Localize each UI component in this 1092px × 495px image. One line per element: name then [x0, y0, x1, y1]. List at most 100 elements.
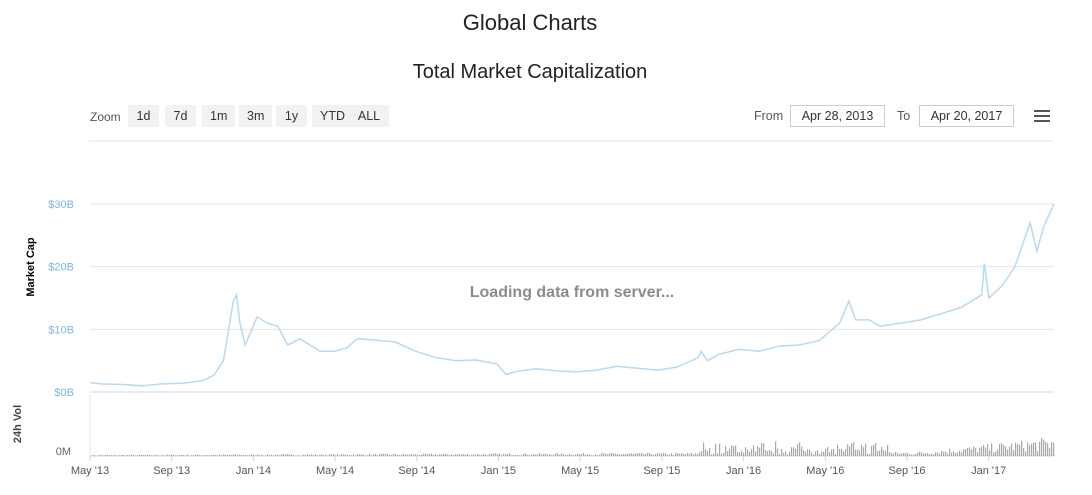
volume-bar: [773, 453, 775, 456]
volume-bar: [671, 453, 673, 456]
volume-bar: [1019, 445, 1021, 456]
volume-bar: [257, 454, 259, 456]
volume-bar: [725, 445, 727, 456]
volume-bar: [115, 454, 117, 456]
volume-bar: [735, 445, 737, 456]
volume-bar: [227, 454, 229, 456]
volume-bar: [329, 454, 331, 456]
to-label: To: [897, 109, 911, 123]
volume-bar: [431, 453, 433, 456]
volume-bar: [993, 452, 995, 456]
volume-bar: [425, 453, 427, 456]
volume-bar: [341, 453, 343, 456]
chart-menu-icon[interactable]: [1034, 110, 1050, 124]
volume-bar: [731, 445, 733, 456]
from-date-input[interactable]: Apr 28, 2013: [790, 105, 885, 127]
volume-bar: [945, 451, 947, 456]
volume-bar: [693, 454, 695, 456]
zoom-1d-button[interactable]: 1d: [128, 105, 159, 127]
volume-bar: [969, 447, 971, 456]
volume-bar: [225, 454, 227, 456]
y-tick-label: $20B: [48, 262, 74, 274]
volume-bar: [397, 454, 399, 456]
zoom-7d-button[interactable]: 7d: [165, 105, 196, 127]
volume-bar: [277, 454, 279, 456]
volume-bar: [407, 454, 409, 456]
volume-bar: [319, 454, 321, 456]
volume-bar: [919, 451, 921, 456]
volume-bar: [667, 454, 669, 456]
page-title: Global Charts: [462, 10, 598, 35]
volume-bar: [571, 454, 573, 456]
volume-bar: [177, 455, 179, 456]
volume-bar: [1013, 450, 1015, 456]
volume-bar: [709, 448, 711, 456]
volume-bar: [611, 452, 613, 456]
zoom-3m-button[interactable]: 3m: [239, 105, 272, 127]
volume-bar: [619, 454, 621, 456]
volume-bar: [513, 455, 515, 456]
to-date-input[interactable]: Apr 20, 2017: [919, 105, 1014, 127]
volume-bar: [451, 454, 453, 456]
volume-bar: [811, 452, 813, 456]
volume-bar: [479, 454, 481, 456]
volume-bar: [203, 455, 205, 456]
volume-bar: [799, 442, 801, 456]
volume-bar: [979, 447, 981, 456]
volume-bar: [911, 454, 913, 456]
chart-title: Total Market Capitalization: [412, 61, 648, 83]
volume-bar: [923, 453, 925, 456]
volume-bar: [1031, 443, 1033, 456]
volume-bar: [487, 455, 489, 456]
volume-bar: [557, 453, 559, 456]
volume-bar: [297, 455, 299, 456]
volume-bar: [831, 449, 833, 456]
zoom-ytd-button[interactable]: YTD: [312, 105, 350, 127]
volume-bar: [787, 454, 789, 456]
volume-bar: [607, 454, 609, 456]
volume-bar: [753, 445, 755, 456]
volume-bar: [989, 450, 991, 456]
volume-bar: [409, 454, 411, 456]
volume-bar: [353, 454, 355, 456]
volume-bar: [125, 455, 127, 456]
volume-bar: [721, 453, 723, 456]
volume-bar: [977, 452, 979, 456]
volume-bar: [379, 453, 381, 456]
volume-bar: [219, 454, 221, 456]
volume-bar: [195, 454, 197, 456]
volume-bar: [433, 455, 435, 456]
zoom-1m-button[interactable]: 1m: [202, 105, 235, 127]
volume-bar: [845, 448, 847, 456]
volume-bar: [817, 450, 819, 456]
volume-bar: [637, 453, 639, 456]
zoom-all-button[interactable]: ALL: [349, 105, 389, 127]
volume-bar: [921, 452, 923, 456]
volume-bar: [403, 453, 405, 456]
volume-bar: [807, 448, 809, 456]
volume-bar: [271, 454, 273, 456]
volume-bar: [745, 447, 747, 456]
volume-bar: [1033, 442, 1035, 456]
volume-bar: [363, 454, 365, 456]
volume-bar: [863, 447, 865, 456]
volume-bar: [757, 446, 759, 456]
y-tick-label: $30B: [48, 199, 74, 211]
volume-bar: [647, 452, 649, 456]
volume-bar: [191, 455, 193, 456]
volume-bar: [517, 455, 519, 456]
zoom-1y-button[interactable]: 1y: [276, 105, 307, 127]
volume-bar: [503, 453, 505, 456]
x-tick-label: Sep '14: [398, 465, 435, 477]
volume-bar: [201, 455, 203, 456]
volume-bar: [815, 451, 817, 456]
volume-bar: [713, 453, 715, 456]
volume-bar: [727, 451, 729, 456]
volume-bar: [473, 454, 475, 456]
volume-bar: [569, 453, 571, 456]
volume-bar: [699, 452, 701, 456]
volume-bar: [309, 454, 311, 456]
volume-bar: [383, 453, 385, 456]
volume-bar: [411, 454, 413, 456]
